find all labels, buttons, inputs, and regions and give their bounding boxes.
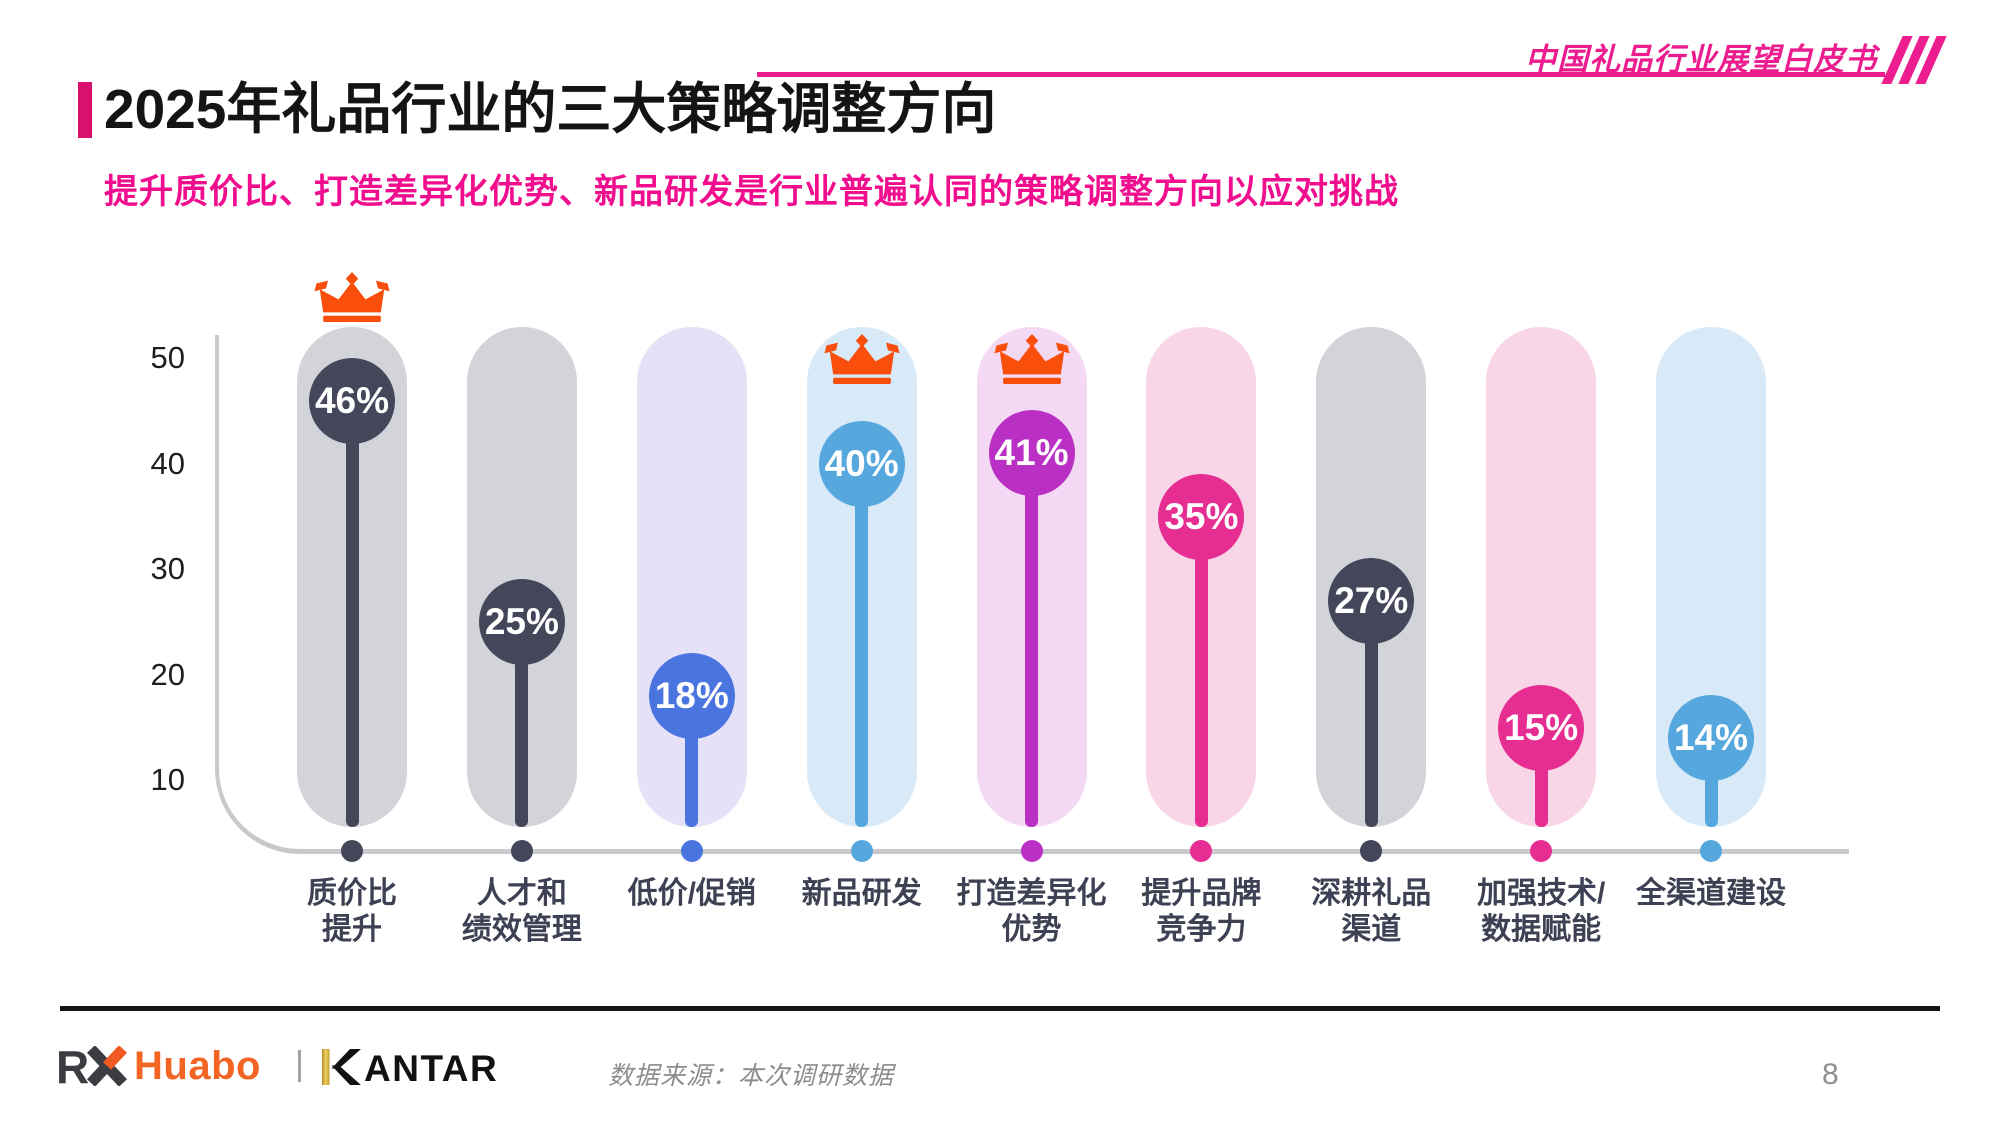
category-label-line: 质价比: [307, 877, 397, 910]
category-label-line: 低价/促销: [627, 877, 756, 910]
y-tick-label: 50: [150, 340, 185, 376]
header-underline: [757, 72, 1885, 77]
category-label-line: 深耕礼品: [1311, 877, 1432, 910]
y-tick-label: 20: [150, 656, 185, 692]
value-bubble: 41%: [988, 410, 1075, 497]
lollipop-stick: [1025, 453, 1038, 827]
y-tick-label: 40: [150, 445, 185, 481]
kantar-logo: ANTAR: [322, 1048, 498, 1086]
value-label: 27%: [1334, 580, 1409, 622]
data-source-note: 数据来源：本次调研数据: [608, 1062, 895, 1090]
category-label: 加强技术/数据赋能: [1431, 876, 1651, 948]
category-label-line: 新品研发: [801, 877, 922, 910]
category-label: 全渠道建设: [1601, 876, 1821, 912]
axis-dot: [341, 840, 363, 862]
crown-icon: [823, 334, 901, 384]
rx-logo-r: R: [58, 1046, 89, 1086]
crown-icon: [313, 272, 391, 322]
value-label: 46%: [314, 379, 390, 421]
value-bubble: 27%: [1328, 558, 1415, 645]
category-label-line: 提升: [322, 913, 382, 946]
page-number: 8: [1822, 1058, 1839, 1091]
category-label-line: 打造差异化: [956, 877, 1107, 910]
value-bubble: 14%: [1668, 695, 1754, 782]
page-title: 2025年礼品行业的三大策略调整方向: [104, 78, 997, 140]
lollipop-chart: 10 20 30 40 50 46% 质价比 提升 25% 人才和 绩效管理 18% 低价/促销 40% 新…: [150, 0, 1849, 948]
lollipop-stick: [1364, 601, 1378, 827]
axis-dot: [1530, 840, 1553, 862]
category-label: 质价比 提升: [242, 876, 462, 948]
category-label: 新品研发: [752, 876, 972, 912]
category-label: 深耕礼品 渠道: [1261, 876, 1481, 948]
value-bubble: 46%: [309, 357, 395, 444]
axis-dot: [510, 840, 533, 862]
value-label: 18%: [654, 675, 729, 717]
value-label: 35%: [1164, 495, 1239, 537]
lollipop-stick: [515, 622, 529, 827]
category-label-line: 竞争力: [1156, 913, 1247, 946]
huabo-logo: Huabo: [134, 1044, 261, 1088]
category-label-line: 优势: [1001, 913, 1062, 946]
category-label-line: 提升品牌: [1141, 877, 1262, 910]
value-bubble: 35%: [1158, 473, 1245, 560]
category-label-line: 加强技术/: [1476, 877, 1606, 910]
page-subtitle: 提升质价比、打造差异化优势、新品研发是行业普遍认同的策略调整方向以应对挑战: [104, 173, 1399, 211]
value-bubble: 40%: [818, 420, 905, 507]
rx-logo: R: [58, 1046, 128, 1086]
value-label: 14%: [1673, 717, 1749, 759]
value-label: 25%: [484, 601, 559, 643]
crown-icon: [993, 334, 1071, 384]
axis-dot: [680, 840, 703, 862]
y-tick-label: 10: [150, 762, 185, 798]
logo-separator: [298, 1050, 301, 1082]
category-label: 低价/促销: [582, 876, 802, 912]
axis-dot: [1360, 840, 1383, 862]
watermark-text: 中国礼品行业展望白皮书: [1525, 42, 1877, 77]
category-label: 打造差异化 优势: [922, 876, 1142, 948]
category-label-line: 绩效管理: [461, 913, 582, 946]
axis-dot: [850, 840, 873, 862]
lollipop-stick: [1194, 516, 1208, 827]
value-label: 15%: [1504, 706, 1579, 748]
axis-dot: [1190, 840, 1213, 862]
category-label: 提升品牌 竞争力: [1091, 876, 1311, 948]
y-tick-label: 30: [150, 551, 185, 587]
value-bubble: 25%: [478, 579, 565, 666]
axis-dot: [1020, 840, 1043, 862]
category-label-line: 全渠道建设: [1636, 877, 1786, 910]
category-label-line: 数据赋能: [1481, 913, 1602, 946]
axis-dot: [1700, 840, 1722, 862]
value-bubble: 18%: [648, 653, 735, 740]
category-label-line: 渠道: [1341, 913, 1402, 946]
value-bubble: 15%: [1498, 684, 1585, 771]
value-label: 41%: [994, 432, 1069, 474]
category-label-line: 人才和: [476, 877, 567, 910]
value-label: 40%: [824, 442, 899, 484]
lollipop-stick: [345, 400, 359, 827]
title-accent-bar: [78, 82, 92, 138]
kantar-logo-text: ANTAR: [364, 1048, 498, 1086]
footer-divider: [60, 1006, 1940, 1011]
lollipop-stick: [855, 463, 869, 827]
category-label: 人才和 绩效管理: [412, 876, 632, 948]
